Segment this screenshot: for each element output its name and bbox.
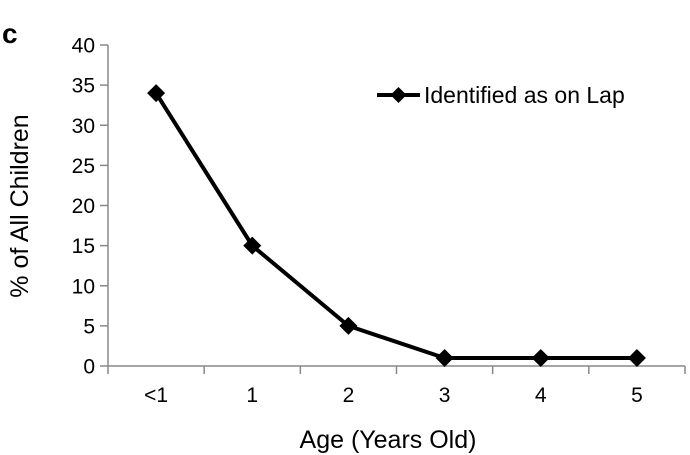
legend: Identified as on Lap bbox=[377, 82, 625, 108]
y-tick-label: 20 bbox=[72, 195, 95, 218]
data-point-diamond bbox=[531, 348, 550, 367]
y-axis-ticks: 0 5 10 15 20 25 30 35 40 bbox=[72, 35, 108, 379]
legend-diamond-marker bbox=[390, 87, 407, 103]
series-layer bbox=[147, 84, 646, 367]
data-point-diamond bbox=[627, 348, 646, 367]
legend-label: Identified as on Lap bbox=[424, 82, 625, 108]
y-tick-label: 30 bbox=[72, 115, 95, 138]
data-point-diamond bbox=[339, 316, 358, 335]
panel-label: c bbox=[2, 18, 18, 49]
y-tick-label: 35 bbox=[72, 75, 95, 98]
series-line bbox=[154, 91, 639, 360]
x-axis-title: Age (Years Old) bbox=[300, 426, 477, 454]
x-tick-label: 4 bbox=[535, 384, 547, 407]
x-tick-label: 2 bbox=[343, 384, 355, 407]
data-point-diamond bbox=[243, 236, 262, 255]
y-tick-label: 10 bbox=[72, 275, 95, 298]
y-tick-label: 25 bbox=[72, 155, 95, 178]
x-tick-label: <1 bbox=[144, 384, 168, 407]
x-tick-label: 5 bbox=[631, 384, 643, 407]
data-point-diamond bbox=[435, 348, 454, 367]
y-tick-label: 15 bbox=[72, 235, 95, 258]
x-tick-label: 1 bbox=[246, 384, 258, 407]
data-point-diamond bbox=[147, 84, 166, 103]
x-axis-ticks: <1 1 2 3 4 5 bbox=[107, 366, 686, 407]
y-tick-label: 0 bbox=[83, 356, 95, 379]
x-tick-label: 3 bbox=[439, 384, 451, 407]
y-tick-label: 5 bbox=[83, 315, 95, 338]
y-axis-title: % of All Children bbox=[6, 114, 34, 297]
y-tick-label: 40 bbox=[72, 35, 95, 58]
